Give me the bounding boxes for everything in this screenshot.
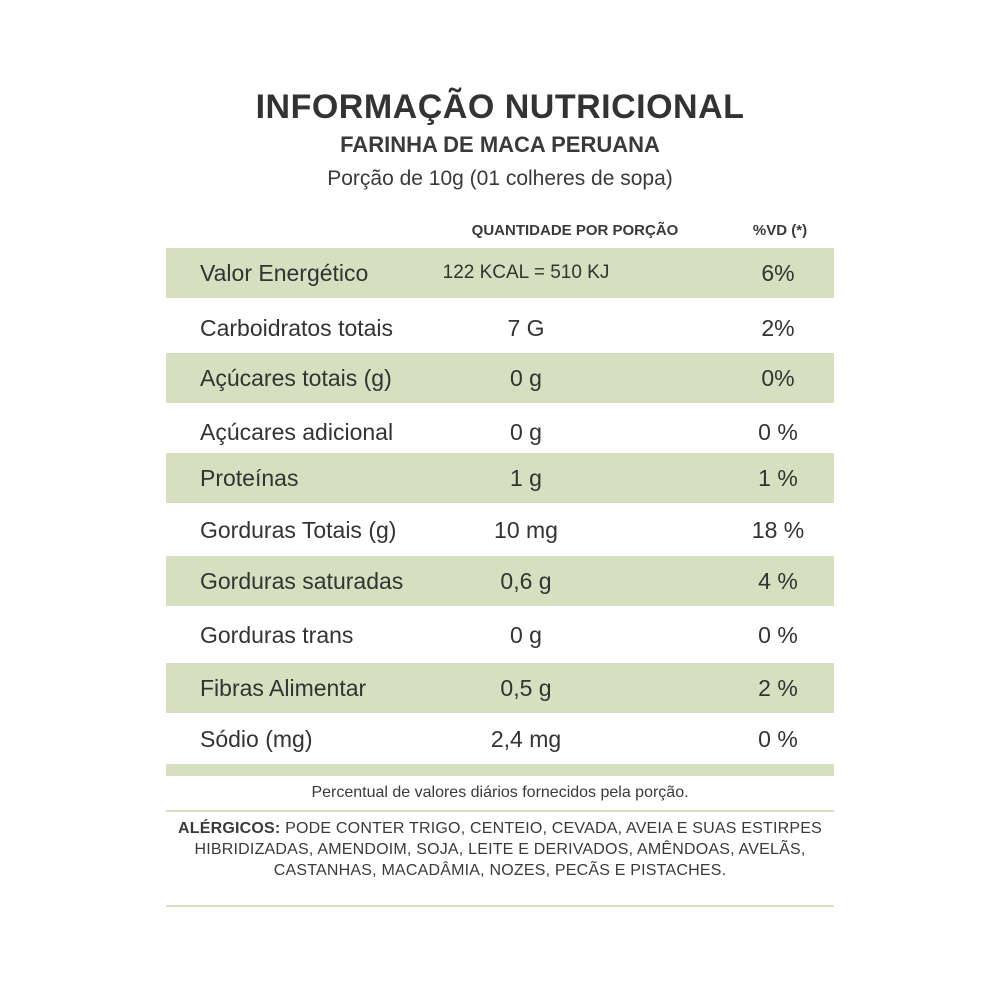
nutrition-row-fiber: Fibras Alimentar 0,5 g 2 %	[166, 663, 834, 713]
column-header-quantity: QUANTIDADE POR PORÇÃO	[471, 222, 679, 239]
nutrient-dv: 2%	[761, 315, 795, 341]
allergens-notice: ALÉRGICOS: PODE CONTER TRIGO, CENTEIO, C…	[166, 818, 834, 881]
nutrient-name: Fibras Alimentar	[200, 675, 367, 701]
divider	[166, 810, 834, 812]
nutrition-row-added-sugars: Açúcares adicional 0 g 0 %	[166, 403, 834, 453]
nutrient-quantity: 1 g	[510, 465, 542, 491]
allergens-label: ALÉRGICOS:	[178, 820, 281, 837]
nutrient-quantity: 0 g	[510, 365, 542, 391]
nutrient-dv: 0 %	[758, 622, 798, 648]
nutrient-name: Sódio (mg)	[200, 726, 313, 752]
nutrient-dv: 1 %	[758, 465, 798, 491]
nutrition-table: Valor Energético 122 KCAL = 510 KJ 6% Ca…	[166, 248, 834, 763]
nutrition-row-carbs: Carboidratos totais 7 G 2%	[166, 298, 834, 353]
nutrient-quantity: 2,4 mg	[490, 726, 562, 752]
divider	[166, 905, 834, 907]
nutrition-row-total-fat: Gorduras Totais (g) 10 mg 18 %	[166, 503, 834, 556]
dv-footnote: Percentual de valores diários fornecidos…	[311, 784, 689, 801]
column-header-dv: %VD (*)	[752, 222, 808, 239]
allergens-text: PODE CONTER TRIGO, CENTEIO, CEVADA, AVEI…	[194, 820, 822, 879]
nutrient-quantity: 10 mg	[494, 517, 558, 543]
nutrient-name: Valor Energético	[200, 260, 369, 286]
nutrient-quantity: 122 KCAL = 510 KJ	[442, 262, 610, 283]
nutrient-dv: 0 %	[758, 419, 798, 445]
label-title: INFORMAÇÃO NUTRICIONAL	[255, 88, 745, 126]
nutrition-row-protein: Proteínas 1 g 1 %	[166, 453, 834, 503]
nutrition-row-saturated-fat: Gorduras saturadas 0,6 g 4 %	[166, 556, 834, 606]
table-bottom-bar	[166, 764, 834, 776]
nutrient-dv: 4 %	[758, 568, 798, 594]
nutrition-row-energy: Valor Energético 122 KCAL = 510 KJ 6%	[166, 248, 834, 298]
nutrient-dv: 6%	[761, 260, 795, 286]
nutrient-dv: 18 %	[751, 517, 805, 543]
nutrient-quantity: 0,5 g	[500, 675, 552, 701]
nutrient-quantity: 7 G	[507, 315, 545, 341]
nutrient-dv: 0 %	[758, 726, 798, 752]
nutrient-dv: 0%	[761, 365, 795, 391]
product-name: FARINHA DE MACA PERUANA	[340, 132, 660, 157]
nutrient-quantity: 0 g	[510, 622, 542, 648]
nutrition-row-trans-fat: Gorduras trans 0 g 0 %	[166, 606, 834, 663]
nutrient-name: Carboidratos totais	[200, 315, 394, 341]
portion-size: Porção de 10g (01 colheres de sopa)	[327, 167, 673, 190]
nutrient-name: Açúcares totais (g)	[200, 365, 392, 391]
nutrient-dv: 2 %	[758, 675, 798, 701]
nutrition-row-total-sugars: Açúcares totais (g) 0 g 0%	[166, 353, 834, 403]
nutrient-name: Gorduras trans	[200, 622, 354, 648]
nutrient-name: Gorduras Totais (g)	[200, 517, 397, 543]
nutrient-quantity: 0 g	[510, 419, 542, 445]
nutrient-quantity: 0,6 g	[500, 568, 552, 594]
nutrient-name: Proteínas	[200, 465, 299, 491]
nutrient-name: Gorduras saturadas	[200, 568, 404, 594]
nutrient-name: Açúcares adicional	[200, 419, 394, 445]
nutrition-row-sodium: Sódio (mg) 2,4 mg 0 %	[166, 713, 834, 763]
